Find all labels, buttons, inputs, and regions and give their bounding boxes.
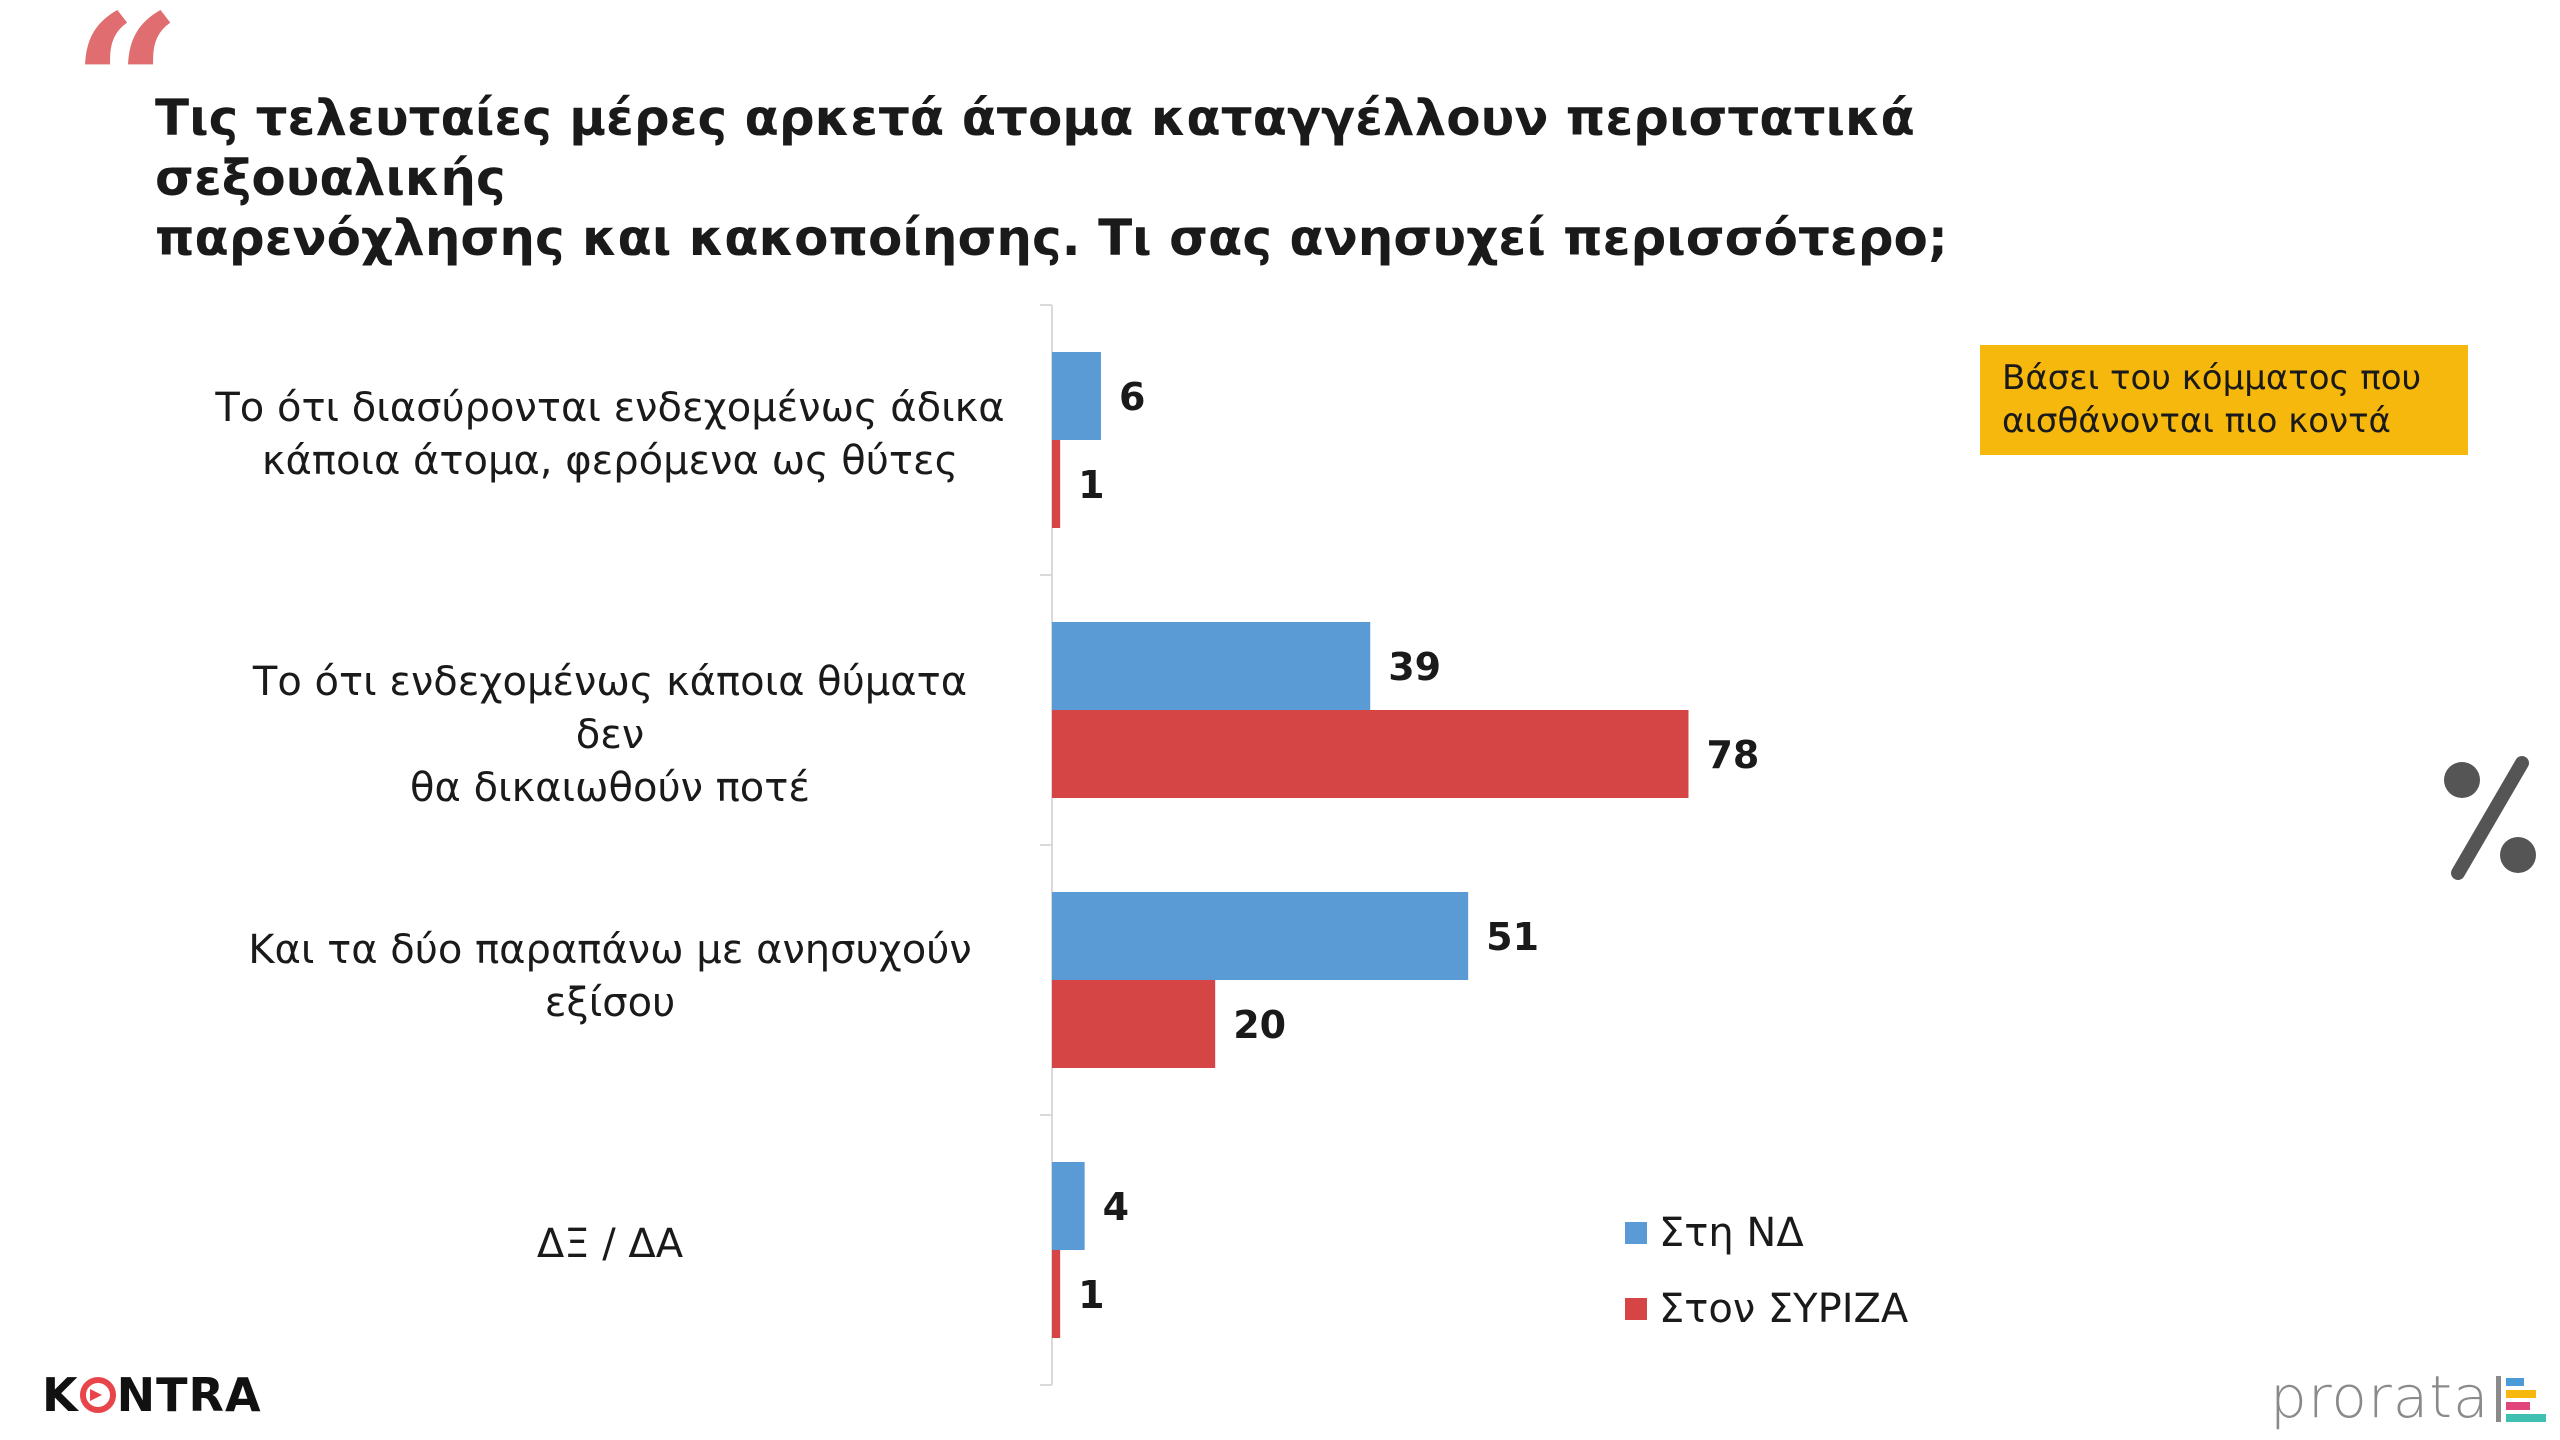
legend-label-syriza: Στον ΣΥΡΙΖΑ xyxy=(1659,1286,1909,1332)
bar-syriza-1 xyxy=(1052,440,1061,528)
bar-syriza-3 xyxy=(1052,980,1216,1068)
prorata-logo: prorata xyxy=(2270,1368,2548,1426)
data-label-nd-3: 51 xyxy=(1486,915,1539,959)
kontra-logo-rest: NTRA xyxy=(116,1368,262,1422)
note-line-1: Βάσει του κόμματος που xyxy=(2002,358,2422,398)
prorata-logo-text: prorata xyxy=(2270,1363,2490,1431)
percent-icon xyxy=(2444,756,2536,880)
bar-nd-1 xyxy=(1052,352,1101,440)
kontra-logo: K NTRA xyxy=(42,1368,262,1422)
data-label-syriza-3: 20 xyxy=(1233,1003,1286,1047)
question-title: Τις τελευταίες μέρες αρκετά άτομα καταγγ… xyxy=(155,88,2155,268)
legend-label-nd: Στη ΝΔ xyxy=(1659,1210,1804,1256)
legend-swatch-nd xyxy=(1625,1222,1647,1244)
category-label-4-line-1: ΔΞ / ΔΑ xyxy=(536,1221,684,1267)
category-label-3: Και τα δύο παραπάνω με ανησυχούν εξίσου xyxy=(215,924,1005,1030)
data-label-syriza-1: 1 xyxy=(1078,463,1104,507)
kontra-logo-k: K xyxy=(42,1368,79,1422)
prorata-logo-mark-icon xyxy=(2495,1376,2546,1422)
question-line-2: παρενόχλησης και κακοποίησης. Τι σας ανη… xyxy=(155,209,1948,267)
data-label-nd-2: 39 xyxy=(1388,645,1441,689)
data-label-nd-1: 6 xyxy=(1119,375,1145,419)
data-label-syriza-4: 1 xyxy=(1078,1273,1104,1317)
bar-syriza-4 xyxy=(1052,1250,1061,1338)
note-box: Βάσει του κόμματος που αισθάνονται πιο κ… xyxy=(1980,345,2468,455)
data-label-nd-4: 4 xyxy=(1103,1185,1129,1229)
category-label-2-line-1: Το ότι ενδεχομένως κάποια θύματα δεν xyxy=(252,659,968,758)
category-label-4: ΔΞ / ΔΑ xyxy=(215,1218,1005,1271)
category-label-3-line-2: εξίσου xyxy=(544,980,676,1026)
category-label-1-line-2: κάποια άτομα, φερόμενα ως θύτες xyxy=(261,438,959,484)
note-line-2: αισθάνονται πιο κοντά xyxy=(2002,401,2391,441)
bar-syriza-2 xyxy=(1052,710,1689,798)
legend-swatch-syriza xyxy=(1625,1298,1647,1320)
legend-item-syriza: Στον ΣΥΡΙΖΑ xyxy=(1625,1271,1908,1347)
chart-legend: Στη ΝΔ Στον ΣΥΡΙΖΑ xyxy=(1625,1195,1908,1347)
data-label-syriza-2: 78 xyxy=(1706,733,1759,777)
bar-nd-2 xyxy=(1052,622,1371,710)
legend-item-nd: Στη ΝΔ xyxy=(1625,1195,1908,1271)
category-label-3-line-1: Και τα δύο παραπάνω με ανησυχούν xyxy=(248,927,972,973)
category-label-1-line-1: Το ότι διασύρονται ενδεχομένως άδικα xyxy=(215,385,1005,431)
bar-nd-4 xyxy=(1052,1162,1085,1250)
category-label-1: Το ότι διασύρονται ενδεχομένως άδικα κάπ… xyxy=(215,382,1005,488)
question-line-1: Τις τελευταίες μέρες αρκετά άτομα καταγγ… xyxy=(155,89,1915,207)
bar-nd-3 xyxy=(1052,892,1469,980)
kontra-logo-o-icon xyxy=(79,1377,116,1413)
category-label-2: Το ότι ενδεχομένως κάποια θύματα δεν θα … xyxy=(215,656,1005,815)
quote-mark-icon: “ xyxy=(72,0,182,196)
category-label-2-line-2: θα δικαιωθούν ποτέ xyxy=(410,765,810,811)
